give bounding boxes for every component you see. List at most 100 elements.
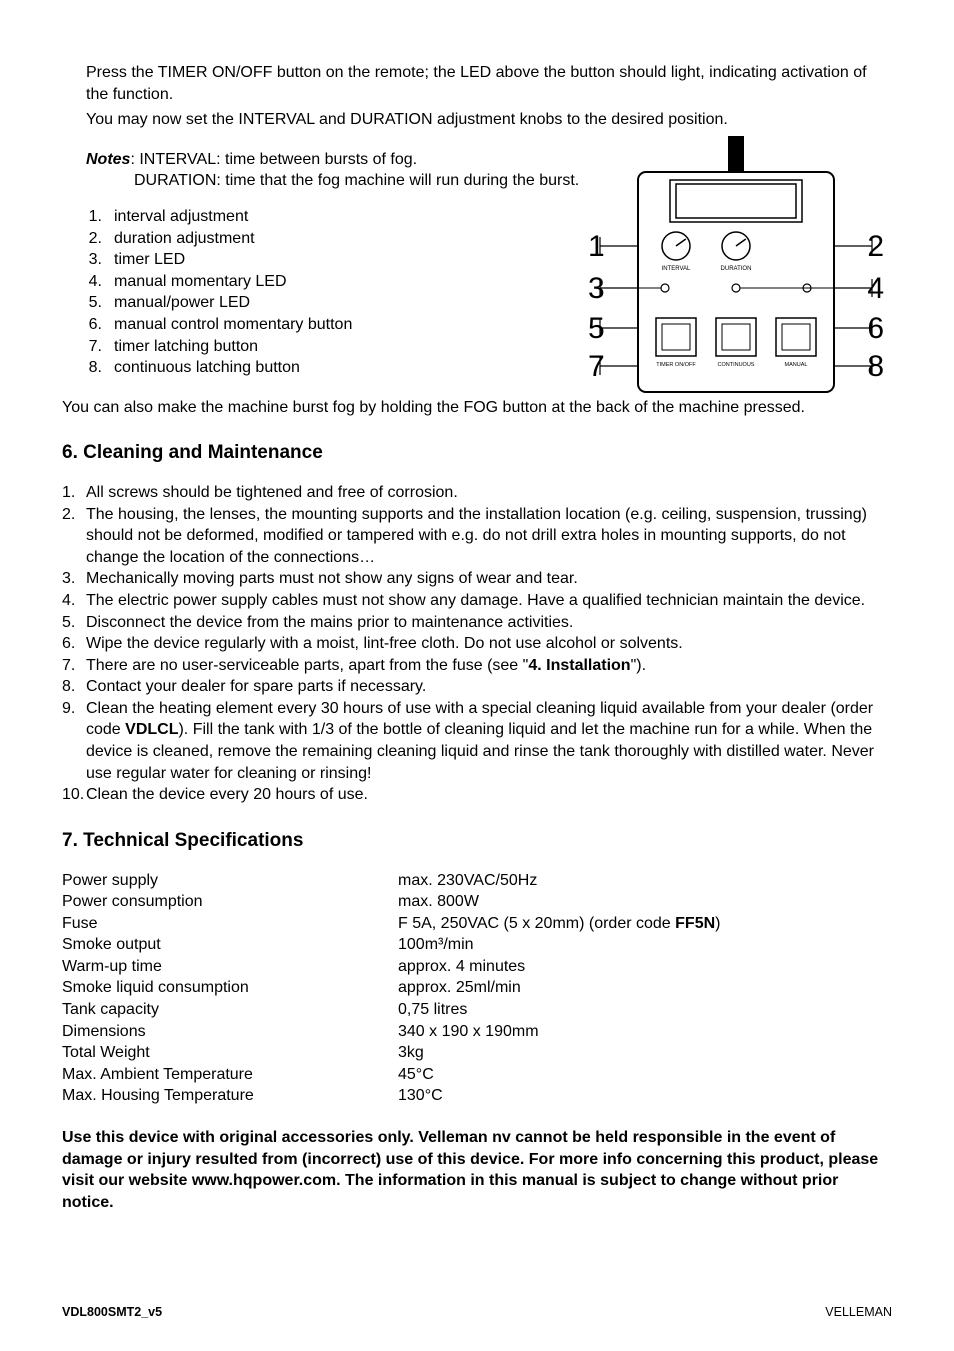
footer-left: VDL800SMT2_v5 bbox=[62, 1304, 162, 1321]
list-number: 4. bbox=[62, 590, 86, 612]
specs-label: Smoke liquid consumption bbox=[62, 977, 398, 999]
legend-item-text: continuous latching button bbox=[114, 357, 300, 379]
specs-row: Smoke liquid consumptionapprox. 25ml/min bbox=[62, 977, 892, 999]
section-6-list: 1.All screws should be tightened and fre… bbox=[62, 482, 892, 806]
legend-item-number: 2. bbox=[86, 228, 102, 250]
legend-item-number: 3. bbox=[86, 249, 102, 271]
section-6-title: 6. Cleaning and Maintenance bbox=[62, 440, 892, 466]
specs-label: Power consumption bbox=[62, 891, 398, 913]
maintenance-item: 2.The housing, the lenses, the mounting … bbox=[62, 504, 892, 569]
specs-label: Max. Housing Temperature bbox=[62, 1085, 398, 1107]
legend-item-number: 5. bbox=[86, 292, 102, 314]
svg-text:DURATION: DURATION bbox=[721, 266, 752, 272]
legend-item-number: 7. bbox=[86, 336, 102, 358]
specs-value: approx. 4 minutes bbox=[398, 956, 892, 978]
specs-label: Power supply bbox=[62, 870, 398, 892]
svg-text:5: 5 bbox=[588, 312, 605, 345]
maintenance-item: 1.All screws should be tightened and fre… bbox=[62, 482, 892, 504]
legend-item-number: 6. bbox=[86, 314, 102, 336]
legend-item-text: timer latching button bbox=[114, 336, 258, 358]
remote-diagram: INTERVAL DURATION TIMER ON/OFF CONTINUOUS MA… bbox=[586, 128, 886, 400]
intro-p1: Press the TIMER ON/OFF button on the rem… bbox=[86, 62, 892, 105]
specs-label: Warm-up time bbox=[62, 956, 398, 978]
specs-value: approx. 25ml/min bbox=[398, 977, 892, 999]
specs-value: 340 x 190 x 190mm bbox=[398, 1021, 892, 1043]
specs-row: Max. Ambient Temperature45°C bbox=[62, 1064, 892, 1086]
list-number: 5. bbox=[62, 612, 86, 634]
maintenance-item: 7.There are no user-serviceable parts, a… bbox=[62, 655, 892, 677]
legend-item-text: manual control momentary button bbox=[114, 314, 352, 336]
page-footer: VDL800SMT2_v5 VELLEMAN bbox=[62, 1304, 892, 1321]
section-7-title: 7. Technical Specifications bbox=[62, 828, 892, 854]
specs-label: Total Weight bbox=[62, 1042, 398, 1064]
list-text: Disconnect the device from the mains pri… bbox=[86, 612, 892, 634]
maintenance-item: 9.Clean the heating element every 30 hou… bbox=[62, 698, 892, 784]
list-number: 3. bbox=[62, 568, 86, 590]
specs-row: Warm-up timeapprox. 4 minutes bbox=[62, 956, 892, 978]
legend-item-text: timer LED bbox=[114, 249, 185, 271]
svg-text:4: 4 bbox=[867, 272, 884, 305]
specs-value: F 5A, 250VAC (5 x 20mm) (order code FF5N… bbox=[398, 913, 892, 935]
maintenance-item: 3.Mechanically moving parts must not sho… bbox=[62, 568, 892, 590]
maintenance-item: 6.Wipe the device regularly with a moist… bbox=[62, 633, 892, 655]
maintenance-item: 5.Disconnect the device from the mains p… bbox=[62, 612, 892, 634]
maintenance-item: 10.Clean the device every 20 hours of us… bbox=[62, 784, 892, 806]
list-number: 10. bbox=[62, 784, 86, 806]
list-text: Clean the device every 20 hours of use. bbox=[86, 784, 892, 806]
list-text: Wipe the device regularly with a moist, … bbox=[86, 633, 892, 655]
svg-text:MANUAL: MANUAL bbox=[785, 362, 808, 368]
list-number: 7. bbox=[62, 655, 86, 677]
svg-text:TIMER ON/OFF: TIMER ON/OFF bbox=[656, 362, 696, 368]
legend-item-number: 4. bbox=[86, 271, 102, 293]
specs-value: 0,75 litres bbox=[398, 999, 892, 1021]
specs-value: max. 800W bbox=[398, 891, 892, 913]
list-text: The electric power supply cables must no… bbox=[86, 590, 892, 612]
specs-table: Power supplymax. 230VAC/50HzPower consum… bbox=[62, 870, 892, 1108]
specs-row: Smoke output100m³/min bbox=[62, 934, 892, 956]
list-number: 1. bbox=[62, 482, 86, 504]
svg-text:1: 1 bbox=[588, 230, 605, 263]
legend-item-text: duration adjustment bbox=[114, 228, 255, 250]
specs-label: Max. Ambient Temperature bbox=[62, 1064, 398, 1086]
svg-text:3: 3 bbox=[588, 272, 605, 305]
specs-value: max. 230VAC/50Hz bbox=[398, 870, 892, 892]
list-text: There are no user-serviceable parts, apa… bbox=[86, 655, 892, 677]
specs-row: Dimensions340 x 190 x 190mm bbox=[62, 1021, 892, 1043]
svg-text:2: 2 bbox=[867, 230, 884, 263]
specs-label: Dimensions bbox=[62, 1021, 398, 1043]
specs-row: Total Weight3kg bbox=[62, 1042, 892, 1064]
specs-label: Smoke output bbox=[62, 934, 398, 956]
specs-row: Max. Housing Temperature130°C bbox=[62, 1085, 892, 1107]
list-text: Contact your dealer for spare parts if n… bbox=[86, 676, 892, 698]
legend-item-number: 8. bbox=[86, 357, 102, 379]
list-number: 8. bbox=[62, 676, 86, 698]
list-text: All screws should be tightened and free … bbox=[86, 482, 892, 504]
specs-row: Tank capacity0,75 litres bbox=[62, 999, 892, 1021]
specs-value: 100m³/min bbox=[398, 934, 892, 956]
notes-label: Notes bbox=[86, 151, 130, 168]
svg-text:CONTINUOUS: CONTINUOUS bbox=[718, 362, 755, 368]
footer-right: VELLEMAN bbox=[825, 1304, 892, 1321]
specs-value: 130°C bbox=[398, 1085, 892, 1107]
specs-row: FuseF 5A, 250VAC (5 x 20mm) (order code … bbox=[62, 913, 892, 935]
list-text: Mechanically moving parts must not show … bbox=[86, 568, 892, 590]
legend-item-text: interval adjustment bbox=[114, 206, 248, 228]
specs-row: Power supplymax. 230VAC/50Hz bbox=[62, 870, 892, 892]
svg-text:INTERVAL: INTERVAL bbox=[662, 266, 691, 272]
legend-item-text: manual/power LED bbox=[114, 292, 250, 314]
legend-item-number: 1. bbox=[86, 206, 102, 228]
list-number: 6. bbox=[62, 633, 86, 655]
disclaimer: Use this device with original accessorie… bbox=[62, 1127, 892, 1213]
specs-value: 3kg bbox=[398, 1042, 892, 1064]
specs-value: 45°C bbox=[398, 1064, 892, 1086]
list-text: Clean the heating element every 30 hours… bbox=[86, 698, 892, 784]
list-text: The housing, the lenses, the mounting su… bbox=[86, 504, 892, 569]
maintenance-item: 8.Contact your dealer for spare parts if… bbox=[62, 676, 892, 698]
list-number: 2. bbox=[62, 504, 86, 569]
svg-text:7: 7 bbox=[588, 350, 605, 383]
specs-label: Tank capacity bbox=[62, 999, 398, 1021]
list-number: 9. bbox=[62, 698, 86, 784]
specs-row: Power consumptionmax. 800W bbox=[62, 891, 892, 913]
specs-label: Fuse bbox=[62, 913, 398, 935]
notes-text-1: : INTERVAL: time between bursts of fog. bbox=[130, 151, 417, 168]
